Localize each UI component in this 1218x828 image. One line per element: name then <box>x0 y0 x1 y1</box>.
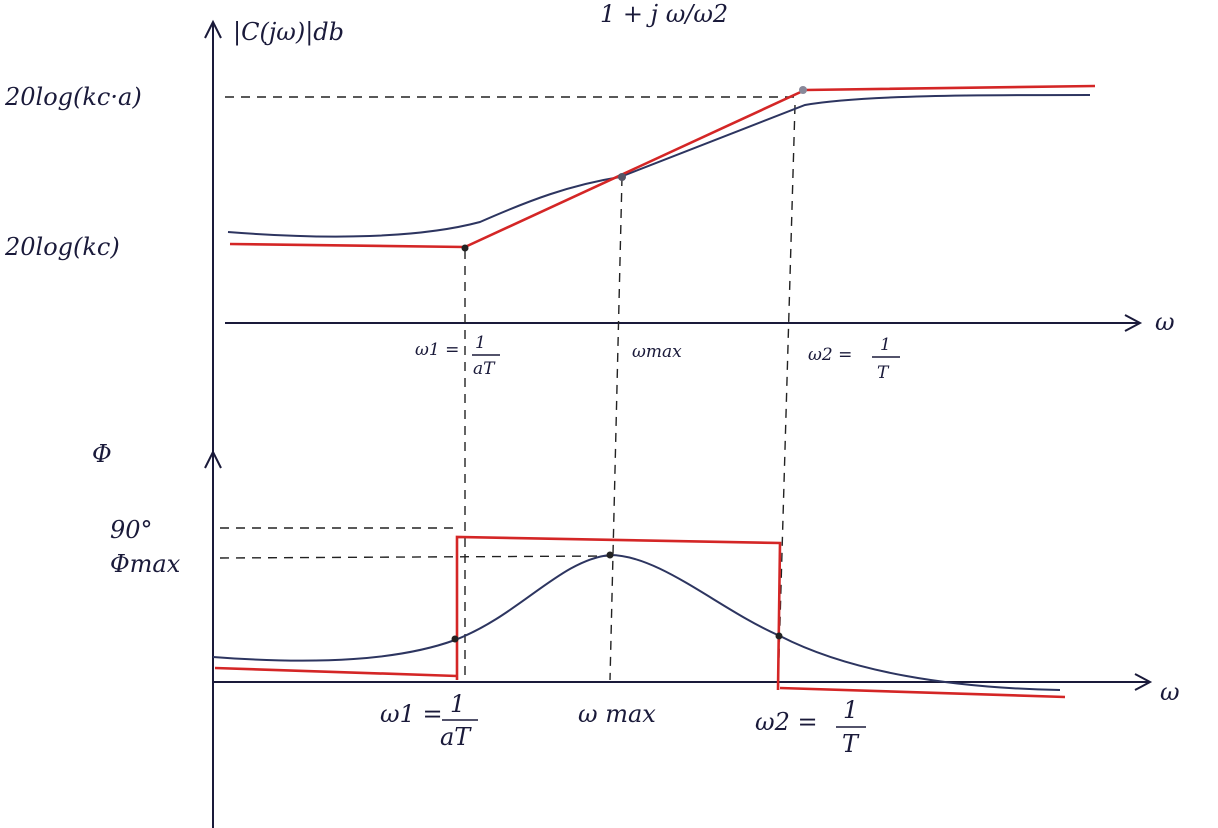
corner-point <box>462 245 469 252</box>
phase-axis-label: Φ <box>92 440 112 468</box>
w2-num: 1 <box>880 335 891 355</box>
corner-point <box>799 86 807 94</box>
wmax-label: ωmax <box>632 342 682 362</box>
curve-point <box>776 633 783 640</box>
bode-diagram: 1 + j ω/ω2 |C(jω)|db 20log(kc·a) 20log(k… <box>0 0 1218 828</box>
magnitude-x-axis <box>225 315 1140 331</box>
x-axis-label: ω <box>1155 308 1175 336</box>
phimax-label: Φmax <box>110 550 181 578</box>
low-level-label: 20log(kc) <box>4 233 120 261</box>
w1-den: aT <box>473 359 496 379</box>
wmax-label: ω max <box>578 700 656 728</box>
w2-den: T <box>842 730 860 758</box>
guide-lines <box>220 528 610 558</box>
w2-label: ω2 = <box>755 708 818 736</box>
magnitude-curve <box>228 95 1090 237</box>
w2-den: T <box>877 363 890 383</box>
w1-num: 1 <box>475 333 486 353</box>
high-level-label: 20log(kc·a) <box>4 83 142 111</box>
w1-num: 1 <box>450 690 465 718</box>
phase-curve <box>213 555 1060 690</box>
magnitude-axis-label: |C(jω)|db <box>233 18 344 47</box>
guide-lines <box>225 97 800 690</box>
x-axis-label: ω <box>1160 678 1180 706</box>
page: {"top_fragment": "1 + j ω/ω2", "magnitud… <box>0 0 1218 828</box>
w1-label: ω1 = <box>415 340 459 360</box>
w2-label: ω2 = <box>808 345 852 365</box>
curve-point <box>452 636 459 643</box>
peak-point <box>607 552 614 559</box>
w2-num: 1 <box>843 696 858 724</box>
mid-point <box>618 173 626 181</box>
top-fragment: 1 + j ω/ω2 <box>600 0 728 28</box>
w1-label: ω1 = <box>380 700 443 728</box>
w1-den: aT <box>440 723 472 751</box>
magnitude-asymptote <box>230 86 1095 247</box>
ninety-label: 90° <box>110 516 153 544</box>
vertical-axis <box>205 22 221 828</box>
